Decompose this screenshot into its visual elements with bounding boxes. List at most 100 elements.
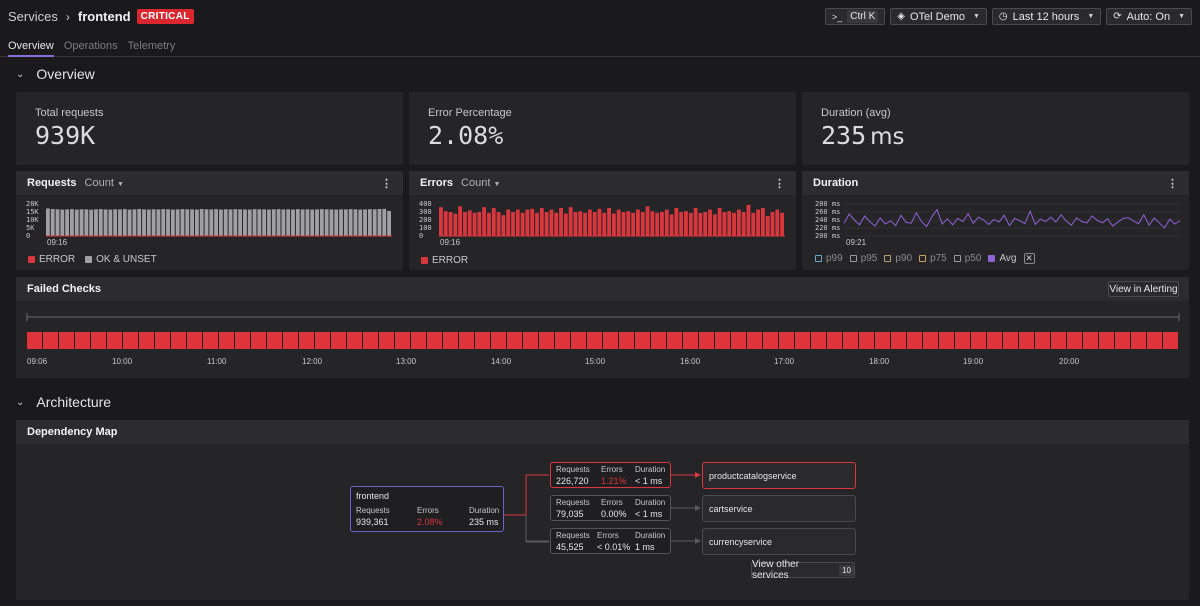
bar[interactable] [597, 208, 602, 236]
failed-check-block[interactable] [139, 332, 154, 349]
bar[interactable] [238, 209, 243, 236]
failed-check-block[interactable] [203, 332, 218, 349]
bar[interactable] [650, 211, 655, 236]
legend-avg[interactable]: Avg [988, 253, 1017, 264]
bar[interactable] [315, 209, 319, 236]
failed-check-block[interactable] [235, 332, 250, 349]
bar[interactable] [382, 208, 387, 236]
bar[interactable] [247, 209, 252, 236]
bar[interactable] [161, 209, 166, 236]
failed-check-block[interactable] [587, 332, 602, 349]
bar[interactable] [698, 212, 703, 236]
bar[interactable] [453, 213, 458, 236]
bar[interactable] [271, 209, 276, 236]
bar[interactable] [477, 212, 482, 236]
bar[interactable] [74, 209, 79, 236]
bar[interactable] [286, 209, 291, 236]
failed-check-block[interactable] [763, 332, 778, 349]
bar[interactable] [291, 209, 295, 236]
bar[interactable] [281, 209, 286, 236]
bar[interactable] [732, 212, 736, 236]
failed-check-block[interactable] [523, 332, 538, 349]
failed-check-block[interactable] [747, 332, 762, 349]
bar[interactable] [194, 209, 199, 236]
bar[interactable] [55, 209, 60, 236]
bar[interactable] [602, 212, 607, 236]
failed-check-block[interactable] [1147, 332, 1162, 349]
bar[interactable] [377, 209, 382, 236]
bar[interactable] [482, 207, 487, 236]
bar[interactable] [50, 209, 55, 236]
failed-check-block[interactable] [123, 332, 138, 349]
bar[interactable] [756, 209, 760, 236]
failed-check-block[interactable] [971, 332, 986, 349]
bar[interactable] [142, 209, 146, 236]
failed-check-block[interactable] [475, 332, 490, 349]
bar[interactable] [151, 209, 156, 236]
failed-check-block[interactable] [875, 332, 890, 349]
bar[interactable] [70, 209, 74, 236]
legend-p50[interactable]: p50 [953, 253, 981, 264]
bar[interactable] [487, 212, 491, 236]
bar[interactable] [89, 209, 94, 236]
failed-check-block[interactable] [379, 332, 394, 349]
failed-check-block[interactable] [795, 332, 810, 349]
bar[interactable] [295, 209, 300, 236]
failed-check-block[interactable] [43, 332, 58, 349]
bar[interactable] [324, 209, 329, 236]
bar[interactable] [343, 209, 348, 236]
legend-p95[interactable]: p95 [849, 253, 877, 264]
legend-p75[interactable]: p75 [919, 253, 947, 264]
bar[interactable] [98, 209, 103, 236]
bar[interactable] [199, 209, 204, 236]
bar[interactable] [439, 207, 443, 236]
bar[interactable] [530, 208, 535, 236]
bar[interactable] [228, 209, 233, 236]
failed-check-block[interactable] [619, 332, 634, 349]
failed-check-block[interactable] [331, 332, 346, 349]
bar[interactable] [664, 209, 669, 236]
failed-check-block[interactable] [283, 332, 298, 349]
bar[interactable] [65, 209, 70, 236]
failed-check-block[interactable] [267, 332, 282, 349]
bar[interactable] [491, 208, 496, 236]
bar[interactable] [108, 209, 113, 236]
source-node-frontend[interactable]: frontend Requests Errors Duration 939,36… [350, 486, 504, 532]
bar[interactable] [214, 209, 218, 236]
failed-check-block[interactable] [443, 332, 458, 349]
bar[interactable] [780, 212, 784, 236]
failed-check-block[interactable] [347, 332, 362, 349]
bar[interactable] [525, 209, 530, 236]
failed-check-block[interactable] [715, 332, 730, 349]
more-vertical-icon[interactable]: ⋮ [774, 178, 785, 190]
bar[interactable] [712, 214, 717, 236]
failed-check-block[interactable] [187, 332, 202, 349]
bar[interactable] [329, 209, 334, 236]
bar[interactable] [185, 209, 190, 236]
failed-check-block[interactable] [363, 332, 378, 349]
failed-check-block[interactable] [859, 332, 874, 349]
bar[interactable] [243, 209, 247, 236]
bar[interactable] [103, 209, 108, 236]
bar[interactable] [79, 209, 84, 236]
failed-check-block[interactable] [427, 332, 442, 349]
command-palette-button[interactable]: >_ Ctrl K [824, 8, 886, 25]
failed-check-block[interactable] [91, 332, 106, 349]
bar[interactable] [300, 209, 305, 236]
bar[interactable] [703, 212, 708, 236]
bar[interactable] [669, 214, 674, 236]
bar[interactable] [616, 209, 621, 236]
failed-check-block[interactable] [651, 332, 666, 349]
bar[interactable] [736, 209, 741, 236]
bar[interactable] [684, 211, 688, 236]
bar[interactable] [688, 212, 693, 236]
bar[interactable] [180, 209, 185, 236]
bar[interactable] [262, 209, 267, 236]
bar[interactable] [592, 212, 597, 236]
bar[interactable] [573, 212, 578, 236]
failed-check-block[interactable] [731, 332, 746, 349]
bar[interactable] [458, 206, 463, 236]
bar[interactable] [607, 208, 611, 236]
bar[interactable] [305, 209, 310, 236]
failed-check-block[interactable] [411, 332, 426, 349]
